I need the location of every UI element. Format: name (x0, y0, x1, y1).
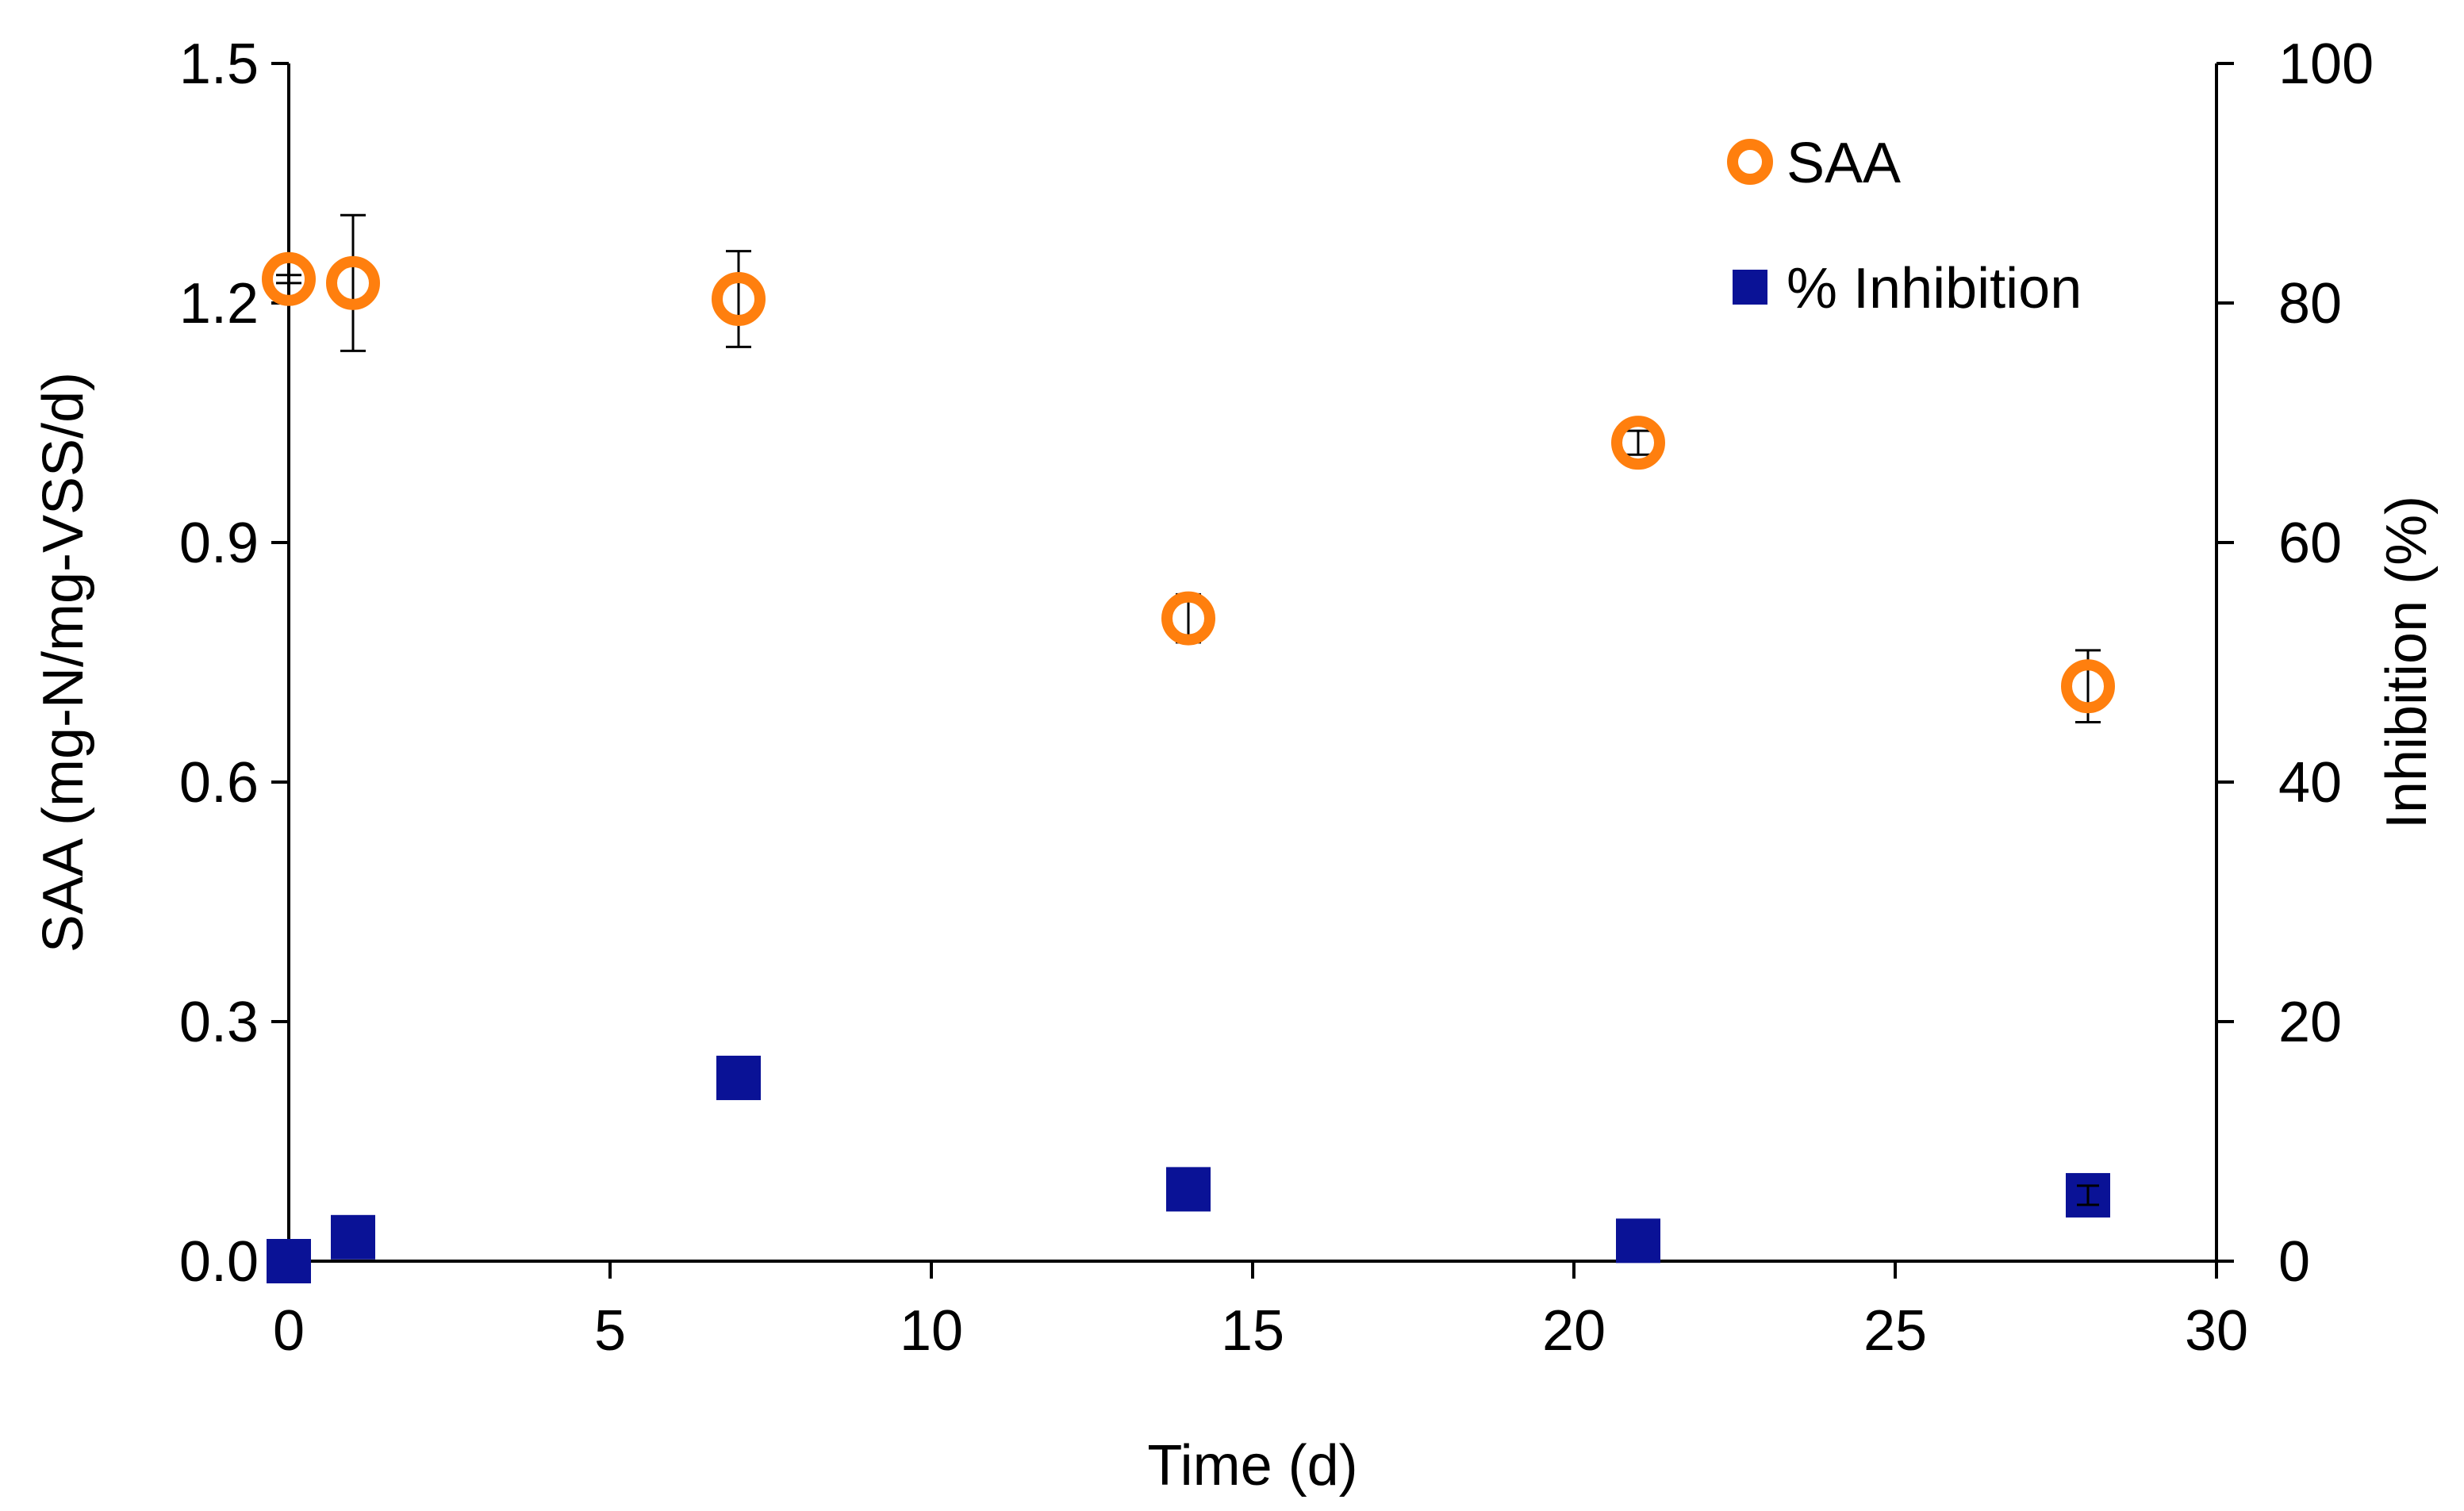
saa-point-2 (712, 271, 766, 326)
y-tick-label-2: 0.6 (179, 751, 259, 815)
inhibition-point-1 (331, 1214, 375, 1260)
axes (287, 63, 2218, 1263)
saa-point-3 (1161, 591, 1215, 646)
legend-saa-label: SAA (1787, 132, 1901, 195)
x-tick-label-5: 25 (1863, 1299, 1927, 1363)
y2-tick-label-1: 20 (2278, 991, 2342, 1054)
y-tick-label-5: 1.5 (179, 33, 259, 96)
x-tick-label-6: 30 (2185, 1299, 2248, 1363)
saa-point-1 (326, 255, 380, 310)
saa-point-0 (262, 251, 316, 306)
x-tick-label-4: 20 (1542, 1299, 1606, 1363)
inhibition-point-2 (716, 1055, 761, 1100)
legend: SAA % Inhibition (1727, 132, 2082, 320)
x-axis-title: Time (d) (1147, 1434, 1357, 1498)
legend-inhibition-marker (1733, 270, 1767, 305)
y-tick-label-4: 1.2 (179, 272, 259, 336)
ticks: 0 5 10 15 20 25 30 0.0 0.3 0.6 0.9 1.2 1.5 0 20 40 60 80 1… (179, 33, 2374, 1363)
y-tick-label-3: 0.9 (179, 512, 259, 575)
x-tick-label-2: 10 (900, 1299, 963, 1363)
saa-point-4 (1611, 416, 1665, 470)
legend-saa-marker (1727, 139, 1773, 185)
inhibition-point-0 (267, 1239, 311, 1283)
inhibition-point-3 (1166, 1167, 1211, 1212)
y2-axis-title: Inhibition (%) (2375, 496, 2439, 829)
data-marks (262, 213, 2115, 1283)
inhibition-point-4 (1616, 1218, 1660, 1264)
x-tick-label-3: 15 (1221, 1299, 1284, 1363)
y2-tick-label-2: 40 (2278, 751, 2342, 815)
x-tick-label-0: 0 (273, 1299, 305, 1363)
y2-tick-label-5: 100 (2278, 33, 2374, 96)
x-tick-label-1: 5 (594, 1299, 626, 1363)
y-tick-label-1: 0.3 (179, 991, 259, 1054)
legend-inhibition-label: % Inhibition (1787, 257, 2082, 320)
y2-tick-label-0: 0 (2278, 1230, 2310, 1294)
saa-point-5 (2061, 659, 2115, 714)
y-axis-title: SAA (mg-N/mg-VSS/d) (32, 372, 95, 953)
y2-tick-label-4: 80 (2278, 272, 2342, 336)
y-tick-label-0: 0.0 (179, 1230, 259, 1294)
y2-tick-label-3: 60 (2278, 512, 2342, 575)
